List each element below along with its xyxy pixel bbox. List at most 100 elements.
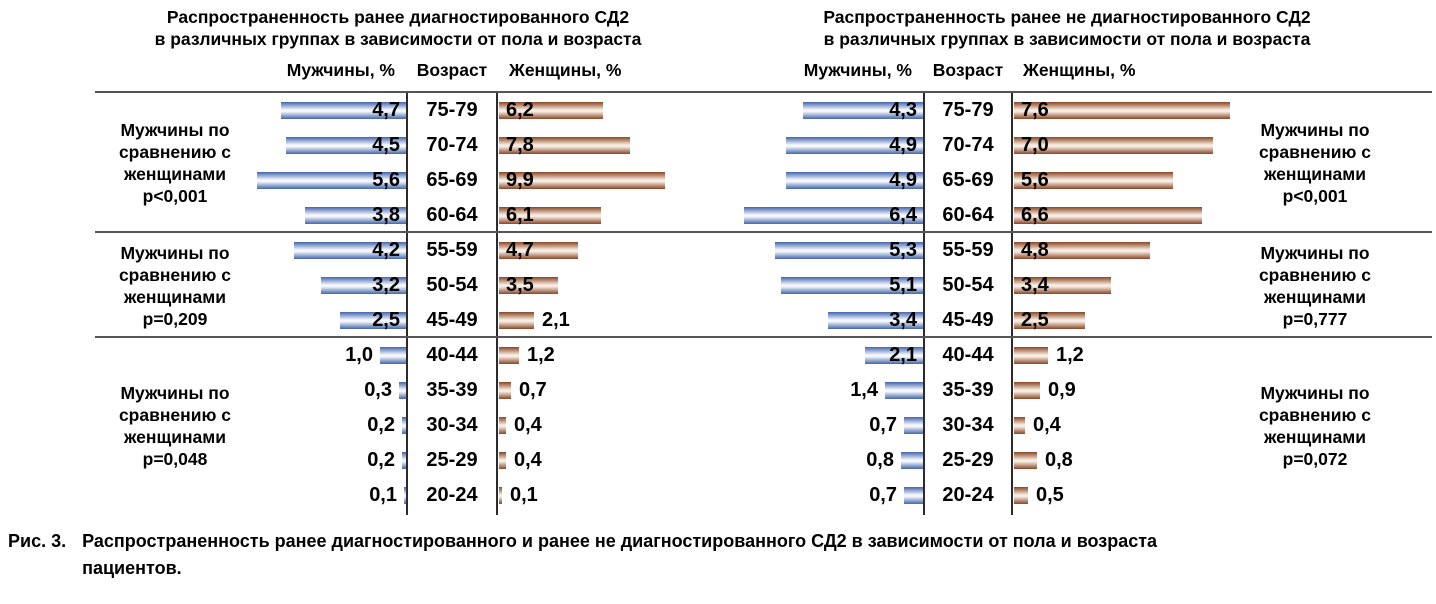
group-comparison-label: Мужчины по сравнению с женщинами p=0,048 (95, 382, 255, 470)
male-bar (744, 207, 924, 224)
age-label: 20-24 (426, 484, 478, 506)
age-label: 45-49 (426, 309, 478, 331)
female-bar (499, 347, 519, 364)
age-label: 70-74 (942, 134, 994, 156)
male-value-label: 0,7 (869, 484, 897, 506)
male-value-label: 0,3 (364, 379, 392, 401)
female-value-label: 0,8 (1045, 449, 1073, 471)
male-bar (904, 417, 924, 434)
male-bar (775, 242, 924, 259)
female-bar (1014, 487, 1028, 504)
chart-title-line: Распространенность ранее не диагностиров… (823, 7, 1311, 27)
male-value-label: 5,1 (889, 274, 917, 296)
male-bar (828, 312, 924, 329)
male-bar (786, 172, 924, 189)
age-label: 55-59 (942, 239, 994, 261)
female-bar (1014, 242, 1150, 259)
male-value-label: 1,0 (345, 344, 373, 366)
chart-title-line: в различных группах в зависимости от пол… (823, 29, 1311, 49)
male-bar (340, 312, 407, 329)
male-value-label: 4,5 (372, 134, 400, 156)
chart-title-line: Распространенность ранее диагностированн… (166, 7, 630, 27)
female-value-label: 7,6 (1021, 99, 1049, 121)
header-separator-line (95, 91, 1432, 93)
female-bar (499, 137, 630, 154)
male-baseline-axis (406, 93, 408, 515)
female-value-label: 0,4 (514, 449, 542, 471)
figure-caption-number: Рис. 3. (8, 531, 67, 551)
male-bar (901, 452, 924, 469)
female-bar (499, 312, 534, 329)
male-bar (399, 382, 407, 399)
female-bar (499, 277, 558, 294)
group-comparison-text: Мужчины по сравнению с женщинами (1258, 120, 1372, 184)
male-bar (380, 347, 407, 364)
age-label: 35-39 (426, 379, 478, 401)
column-header-age: Возраст (932, 60, 1004, 80)
age-label: 30-34 (942, 414, 994, 436)
age-label: 70-74 (426, 134, 478, 156)
figure-caption: Рис. 3. Распространенность ранее диагнос… (8, 528, 1252, 582)
female-value-label: 6,1 (506, 204, 534, 226)
age-label: 25-29 (942, 449, 994, 471)
male-bar (257, 172, 407, 189)
chart-title-diagnosed: Распространенность ранее диагностированн… (88, 6, 708, 50)
female-value-label: 2,5 (1021, 309, 1049, 331)
group-comparison-text: Мужчины по сравнению с женщинами (118, 382, 232, 447)
female-value-label: 4,7 (506, 239, 534, 261)
group-comparison-label: Мужчины по сравнению с женщинами p<0,001 (95, 119, 255, 207)
group-comparison-label: Мужчины по сравнению с женщинами p=0,072 (1232, 382, 1398, 470)
age-label: 60-64 (942, 204, 994, 226)
p-value: p=0,777 (1282, 308, 1348, 329)
female-value-label: 7,0 (1021, 134, 1049, 156)
group-comparison-label: Мужчины по сравнению с женщинами p=0,777 (1232, 242, 1398, 330)
female-bar (1014, 312, 1085, 329)
female-bar (1014, 207, 1202, 224)
male-value-label: 5,3 (889, 239, 917, 261)
chart-title-line: в различных группах в зависимости от пол… (154, 29, 642, 49)
female-bar (1014, 172, 1173, 189)
female-value-label: 1,2 (527, 344, 555, 366)
age-label: 65-69 (942, 169, 994, 191)
female-value-label: 0,4 (1033, 414, 1061, 436)
male-bar (305, 207, 407, 224)
female-value-label: 1,2 (1056, 344, 1084, 366)
female-bar (499, 172, 665, 189)
female-value-label: 7,8 (506, 134, 534, 156)
column-header-women: Женщины, % (509, 60, 622, 80)
female-bar (1014, 417, 1025, 434)
chart-title-undiagnosed: Распространенность ранее не диагностиров… (752, 6, 1382, 50)
female-value-label: 0,4 (514, 414, 542, 436)
male-value-label: 0,1 (369, 484, 397, 506)
female-bar (499, 417, 506, 434)
group-comparison-text: Мужчины по сравнению с женщинами (118, 242, 232, 307)
female-bar (1014, 277, 1111, 294)
age-label: 60-64 (426, 204, 478, 226)
age-label: 55-59 (426, 239, 478, 261)
female-value-label: 9,9 (506, 169, 534, 191)
male-bar (402, 417, 407, 434)
female-bar (1014, 347, 1048, 364)
male-bar (803, 102, 924, 119)
male-value-label: 3,4 (889, 309, 917, 331)
age-label: 75-79 (942, 99, 994, 121)
male-bar (786, 137, 924, 154)
male-value-label: 4,3 (889, 99, 917, 121)
female-bar (499, 487, 502, 504)
group-comparison-label: Мужчины по сравнению с женщинами p=0,209 (95, 242, 255, 330)
male-value-label: 5,6 (372, 169, 400, 191)
female-value-label: 2,1 (542, 309, 570, 331)
male-bar (321, 277, 407, 294)
column-header-age: Возраст (416, 60, 488, 80)
group-comparison-text: Мужчины по сравнению с женщинами (118, 120, 232, 184)
male-bar (281, 102, 407, 119)
group-comparison-text: Мужчины по сравнению с женщинами (1258, 242, 1372, 307)
female-baseline-axis (496, 93, 498, 515)
female-bar (499, 207, 601, 224)
age-label: 65-69 (426, 169, 478, 191)
group-separator-line (95, 231, 1432, 233)
male-value-label: 0,7 (869, 414, 897, 436)
female-baseline-axis (1011, 93, 1013, 515)
group-separator-line (95, 336, 1432, 338)
